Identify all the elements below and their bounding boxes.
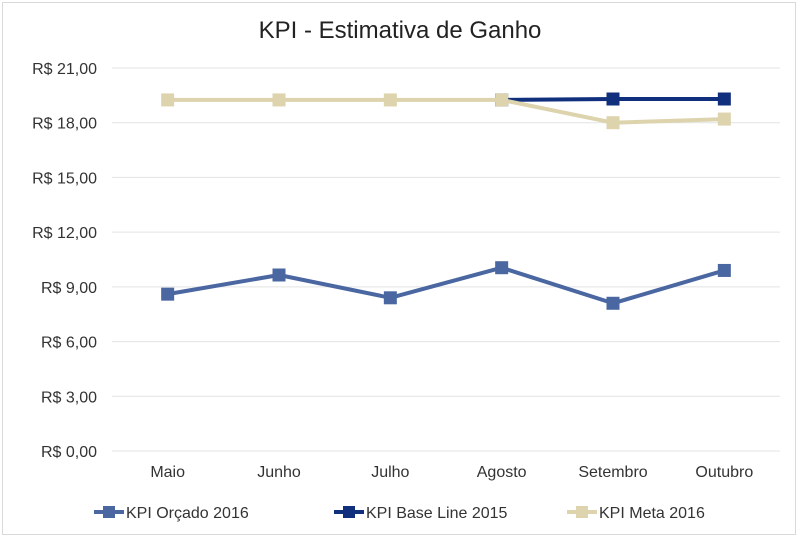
y-tick-label: R$ 12,00	[32, 225, 97, 242]
legend-label: KPI Base Line 2015	[366, 505, 508, 522]
data-point	[161, 287, 175, 301]
data-point	[272, 93, 286, 107]
y-tick-label: R$ 21,00	[32, 61, 97, 78]
data-point	[606, 92, 620, 106]
legend: KPI Orçado 2016 KPI Base Line 2015 KPI Met…	[94, 505, 705, 522]
series-line	[167, 97, 725, 125]
legend-marker	[103, 506, 115, 518]
data-point	[717, 263, 731, 277]
y-tick-label: R$ 0,00	[41, 444, 97, 461]
data-point	[495, 261, 509, 275]
y-tick-label: R$ 18,00	[32, 116, 97, 133]
series-0	[161, 261, 731, 310]
legend-marker	[576, 506, 588, 518]
series-group	[161, 92, 731, 310]
y-tick-label: R$ 9,00	[41, 280, 97, 297]
series-2	[161, 93, 731, 130]
data-point	[383, 291, 397, 305]
x-axis-ticks: Maio Junho Julho Agosto Setembro Outubro	[150, 464, 753, 481]
data-point	[383, 93, 397, 107]
y-tick-label: R$ 6,00	[41, 335, 97, 352]
x-tick-label: Setembro	[578, 464, 647, 481]
legend-item: KPI Orçado 2016	[94, 505, 249, 522]
x-tick-label: Julho	[371, 464, 409, 481]
data-point	[495, 93, 509, 107]
legend-marker	[343, 506, 355, 518]
x-tick-label: Maio	[150, 464, 185, 481]
series-line	[167, 265, 725, 306]
x-tick-label: Agosto	[477, 464, 527, 481]
data-point	[606, 296, 620, 310]
data-point	[272, 268, 286, 282]
legend-label: KPI Meta 2016	[599, 505, 705, 522]
data-point	[606, 116, 620, 130]
legend-item: KPI Base Line 2015	[334, 505, 508, 522]
y-tick-label: R$ 15,00	[32, 170, 97, 187]
y-tick-label: R$ 3,00	[41, 389, 97, 406]
y-axis-ticks: R$ 0,00 R$ 3,00 R$ 6,00 R$ 9,00 R$ 12,00 R$ 1…	[32, 61, 97, 461]
legend-item: KPI Meta 2016	[567, 505, 705, 522]
legend-label: KPI Orçado 2016	[126, 505, 249, 522]
data-point	[717, 92, 731, 106]
data-point	[161, 93, 175, 107]
data-point	[717, 112, 731, 126]
gridlines	[112, 67, 780, 452]
chart-title: KPI - Estimativa de Ganho	[259, 17, 542, 44]
x-tick-label: Junho	[257, 464, 301, 481]
x-tick-label: Outubro	[695, 464, 753, 481]
